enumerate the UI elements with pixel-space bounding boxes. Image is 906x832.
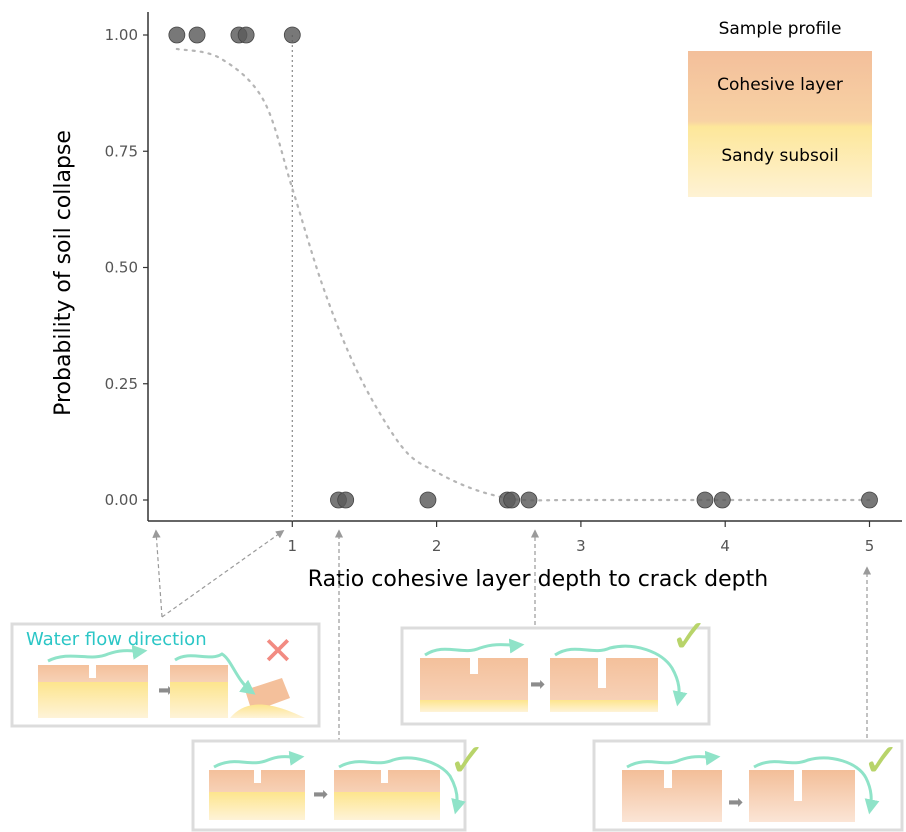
crack xyxy=(598,658,606,688)
check-icon: ✓ xyxy=(448,733,487,787)
y-tick-label: 0.50 xyxy=(105,259,138,277)
legend-item-sandy: Sandy subsoil xyxy=(721,146,838,166)
x-tick-label: 2 xyxy=(432,537,442,555)
x-tick-label: 1 xyxy=(288,537,298,555)
flow-arrow xyxy=(753,756,880,815)
crack xyxy=(794,770,802,801)
check-icon: ✓ xyxy=(862,733,901,787)
schematic-panel-ratio-2-7: ➡ ✓ xyxy=(400,609,711,726)
sandy-subsoil xyxy=(170,682,228,718)
step-arrow: ➡ xyxy=(313,784,328,805)
water-flow-label: Water flow direction xyxy=(26,629,207,650)
x-axis-ticks: 1 2 3 4 5 xyxy=(288,521,875,555)
y-axis-title: Probability of soil collapse xyxy=(51,130,76,416)
collapsed-sand xyxy=(230,704,305,718)
schematic-panel-ratio-5: ➡ ✓ xyxy=(592,733,904,832)
legend-title: Sample profile xyxy=(719,19,842,39)
pointer-arrow xyxy=(161,530,285,618)
crack xyxy=(470,658,478,674)
legend-swatch xyxy=(688,51,872,197)
legend-item-cohesive: Cohesive layer xyxy=(717,75,843,95)
y-axis-ticks: 0.00 0.25 0.50 0.75 1.00 xyxy=(105,26,148,509)
data-point xyxy=(713,491,731,509)
flow-arrow xyxy=(174,652,256,695)
crack xyxy=(664,770,672,788)
crack xyxy=(254,770,261,783)
data-point xyxy=(237,26,255,44)
data-point xyxy=(419,491,437,509)
data-point xyxy=(283,26,301,44)
y-tick-label: 1.00 xyxy=(105,26,138,44)
sandy-subsoil xyxy=(38,682,148,718)
y-tick-label: 0.25 xyxy=(105,375,138,393)
flow-arrow xyxy=(424,638,525,657)
flow-arrow xyxy=(626,750,721,769)
collapsed-block xyxy=(245,678,290,712)
x-tick-label: 4 xyxy=(720,537,730,555)
schematic-panel-collapse: Water flow direction ➡ ✕ xyxy=(10,622,321,728)
crack xyxy=(381,770,388,783)
flow-arrow xyxy=(554,644,688,707)
y-tick-label: 0.00 xyxy=(105,491,138,509)
sandy-subsoil xyxy=(334,792,440,820)
logistic-fit-curve xyxy=(175,47,871,502)
x-tick-label: 5 xyxy=(865,537,875,555)
data-point xyxy=(188,26,206,44)
flow-arrow xyxy=(213,750,305,769)
step-arrow: ➡ xyxy=(530,674,545,695)
check-icon: ✓ xyxy=(670,609,709,663)
data-points xyxy=(168,26,878,509)
data-point xyxy=(168,26,186,44)
x-tick-label: 3 xyxy=(576,537,586,555)
crack xyxy=(89,665,96,678)
data-point xyxy=(503,491,521,509)
fail-x-icon: ✕ xyxy=(262,629,294,673)
cohesive-layer xyxy=(170,665,228,682)
pointer-arrows xyxy=(152,529,872,752)
data-point xyxy=(696,491,714,509)
data-point xyxy=(337,491,355,509)
sandy-subsoil xyxy=(209,792,305,820)
step-arrow: ➡ xyxy=(158,680,173,701)
data-point xyxy=(861,491,878,509)
data-point xyxy=(520,491,538,509)
flow-arrow xyxy=(47,644,148,663)
y-tick-label: 0.75 xyxy=(105,142,138,160)
step-arrow: ➡ xyxy=(728,792,743,813)
sandy-subsoil xyxy=(420,700,528,712)
legend: Sample profile Cohesive layer Sandy subs… xyxy=(688,19,872,197)
sandy-subsoil xyxy=(550,700,658,712)
x-axis-title: Ratio cohesive layer depth to crack dept… xyxy=(308,567,768,592)
flow-arrow xyxy=(338,756,466,815)
pointer-arrow xyxy=(152,529,163,618)
schematic-panel-ratio-1-4: ➡ ✓ xyxy=(191,733,487,832)
